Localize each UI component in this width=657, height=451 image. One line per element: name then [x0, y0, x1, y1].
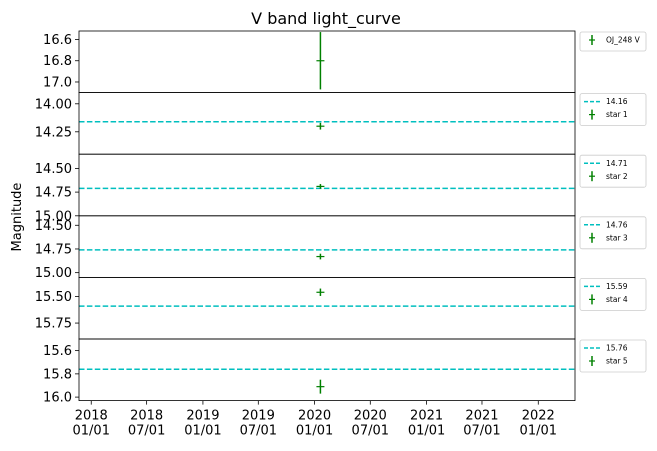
- legend-label: star 5: [606, 357, 628, 366]
- y-tick-label: 17.0: [43, 75, 72, 90]
- y-tick-label: 14.00: [35, 97, 72, 112]
- x-axis-ticks: 201801/01201807/01201901/01201907/012020…: [73, 400, 557, 439]
- x-tick-label: 2021: [410, 409, 443, 424]
- legend-box: [579, 31, 647, 52]
- x-tick-label: 01/01: [296, 424, 333, 439]
- y-tick-label: 14.75: [35, 242, 72, 257]
- x-tick-label: 07/01: [463, 424, 500, 439]
- x-tick-label: 2022: [522, 409, 555, 424]
- chart-title: V band light_curve: [251, 9, 401, 29]
- y-tick-label: 15.00: [35, 209, 72, 224]
- y-tick-label: 15.6: [43, 344, 72, 359]
- panels-group: 16.6 16.8 17.0 OJ_248 V 14.00 14.25 14.16 star …: [35, 30, 647, 406]
- y-tick-label: 16.0: [43, 391, 72, 406]
- legend: 14.71 star 2: [579, 154, 647, 188]
- x-tick-label: 01/01: [408, 424, 445, 439]
- panel-frame: [78, 338, 576, 401]
- x-tick-label: 2021: [465, 409, 498, 424]
- x-tick-label: 01/01: [184, 424, 221, 439]
- y-axis-label: Magnitude: [10, 183, 25, 252]
- legend-label: star 1: [606, 110, 628, 119]
- legend-label: star 3: [606, 233, 628, 242]
- legend-label: 15.59: [606, 282, 628, 291]
- y-tick-label: 14.25: [35, 125, 72, 140]
- x-tick-label: 01/01: [520, 424, 557, 439]
- x-tick-label: 2019: [186, 409, 219, 424]
- y-tick-label: 15.75: [35, 317, 72, 332]
- x-tick-label: 2020: [354, 409, 387, 424]
- legend: OJ_248 V: [579, 31, 647, 52]
- legend: 14.76 star 3: [579, 216, 647, 250]
- x-tick-label: 2018: [75, 409, 108, 424]
- legend: 14.16 star 1: [579, 93, 647, 126]
- x-tick-label: 07/01: [240, 424, 277, 439]
- y-tick-label: 16.8: [43, 54, 72, 69]
- legend-label: OJ_248 V: [606, 36, 641, 45]
- x-tick-label: 2018: [130, 409, 163, 424]
- y-tick-label: 15.00: [35, 266, 72, 281]
- x-tick-label: 07/01: [128, 424, 165, 439]
- legend-label: 14.16: [606, 97, 628, 106]
- y-tick-label: 14.50: [35, 219, 72, 234]
- legend-label: 15.76: [606, 344, 628, 353]
- x-tick-label: 07/01: [352, 424, 389, 439]
- legend-label: star 4: [606, 295, 628, 304]
- y-tick-label: 14.75: [35, 186, 72, 201]
- y-tick-label: 15.8: [43, 367, 72, 382]
- legend: 15.76 star 5: [579, 339, 647, 373]
- x-tick-label: 2020: [298, 409, 331, 424]
- legend-label: 14.76: [606, 220, 628, 229]
- panel-5: 15.50 15.75 15.59 star 4: [35, 276, 647, 340]
- x-tick-label: 2019: [242, 409, 275, 424]
- y-tick-label: 15.50: [35, 290, 72, 305]
- x-tick-label: 01/01: [73, 424, 110, 439]
- panel-3: 14.50 14.75 15.00 14.71 star 2: [35, 153, 647, 224]
- y-tick-label: 16.6: [43, 33, 72, 48]
- y-tick-label: 14.50: [35, 162, 72, 177]
- panel-6: 15.6 15.8 16.0 15.76 star 5: [43, 338, 647, 406]
- legend: 15.59 star 4: [579, 277, 647, 311]
- legend-label: 14.71: [606, 159, 628, 168]
- legend-label: star 2: [606, 172, 628, 181]
